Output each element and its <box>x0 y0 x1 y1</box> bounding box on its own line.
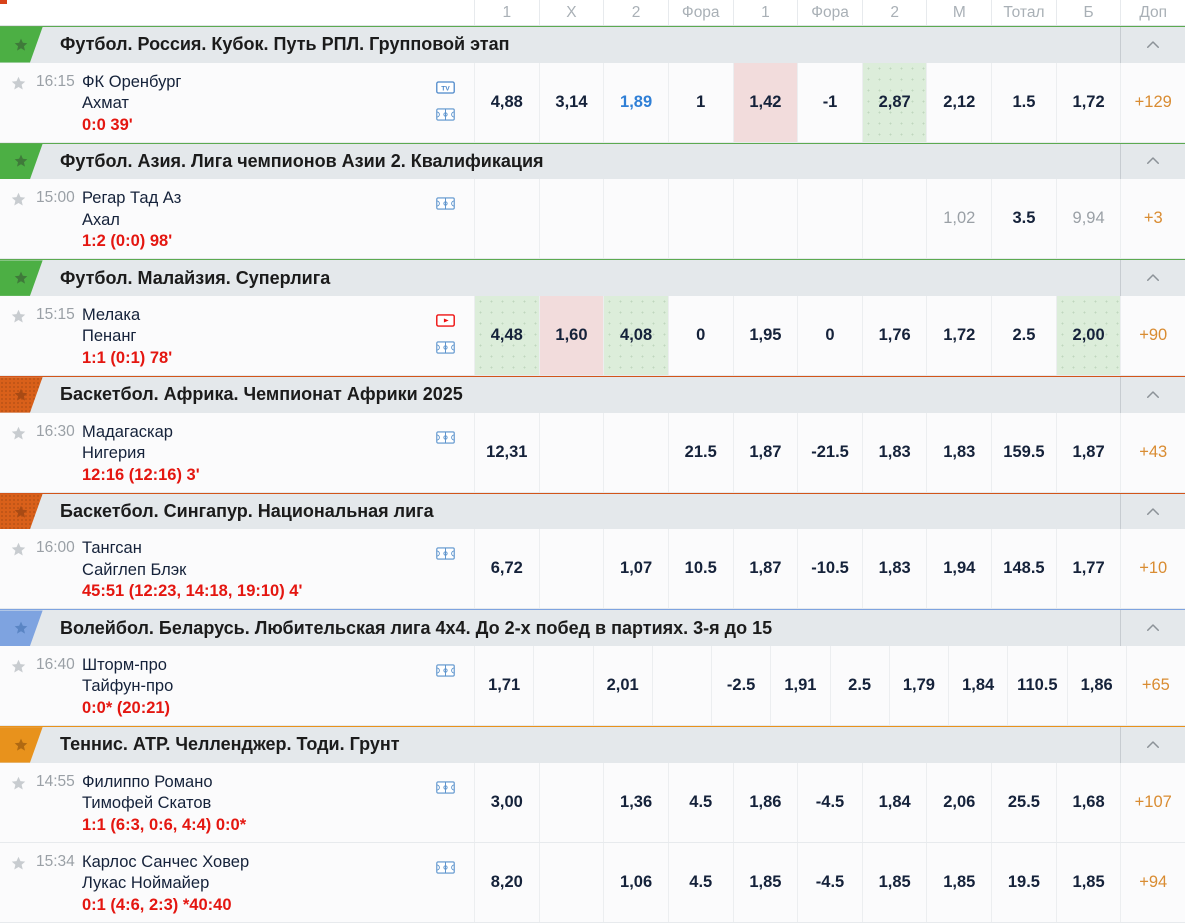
svg-text:TV: TV <box>441 85 450 92</box>
